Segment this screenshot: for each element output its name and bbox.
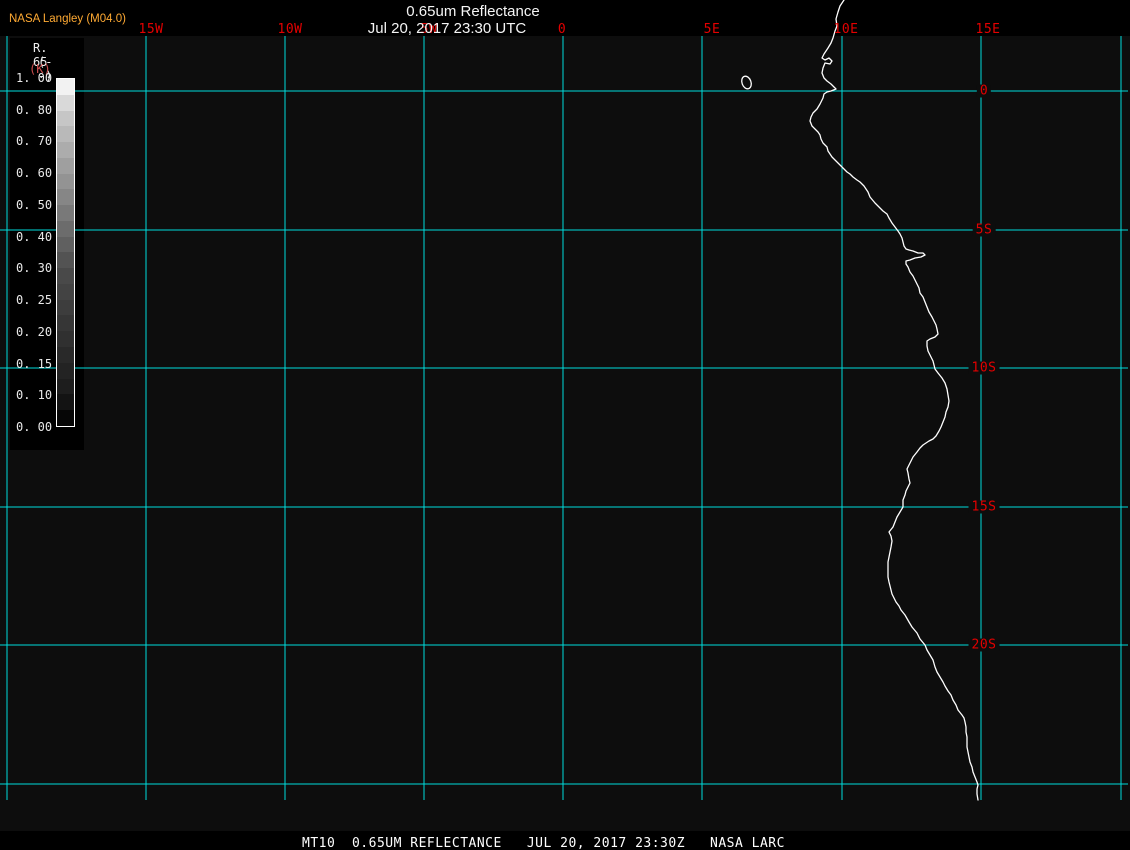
source-label: NASA Langley (M04.0) [9, 13, 126, 25]
lon-label-10W: 10W [277, 22, 303, 37]
page-subtitle: Jul 20, 2017 23:30 UTC [367, 20, 527, 37]
lon-label-15W: 15W [138, 22, 164, 37]
lon-label-0: 0 [557, 22, 567, 37]
page-title: 0.65um Reflectance [406, 3, 540, 20]
lon-label-5E: 5E [703, 22, 721, 37]
satellite-image-area [0, 36, 1130, 831]
colorbar-panel [10, 38, 84, 450]
status-text: MT10 0.65UM REFLECTANCE JUL 20, 2017 23:… [302, 836, 785, 850]
lon-label-15E: 15E [975, 22, 1001, 37]
lon-label-10E: 10E [833, 22, 859, 37]
status-bar: MT10 0.65UM REFLECTANCE JUL 20, 2017 23:… [0, 831, 1130, 850]
